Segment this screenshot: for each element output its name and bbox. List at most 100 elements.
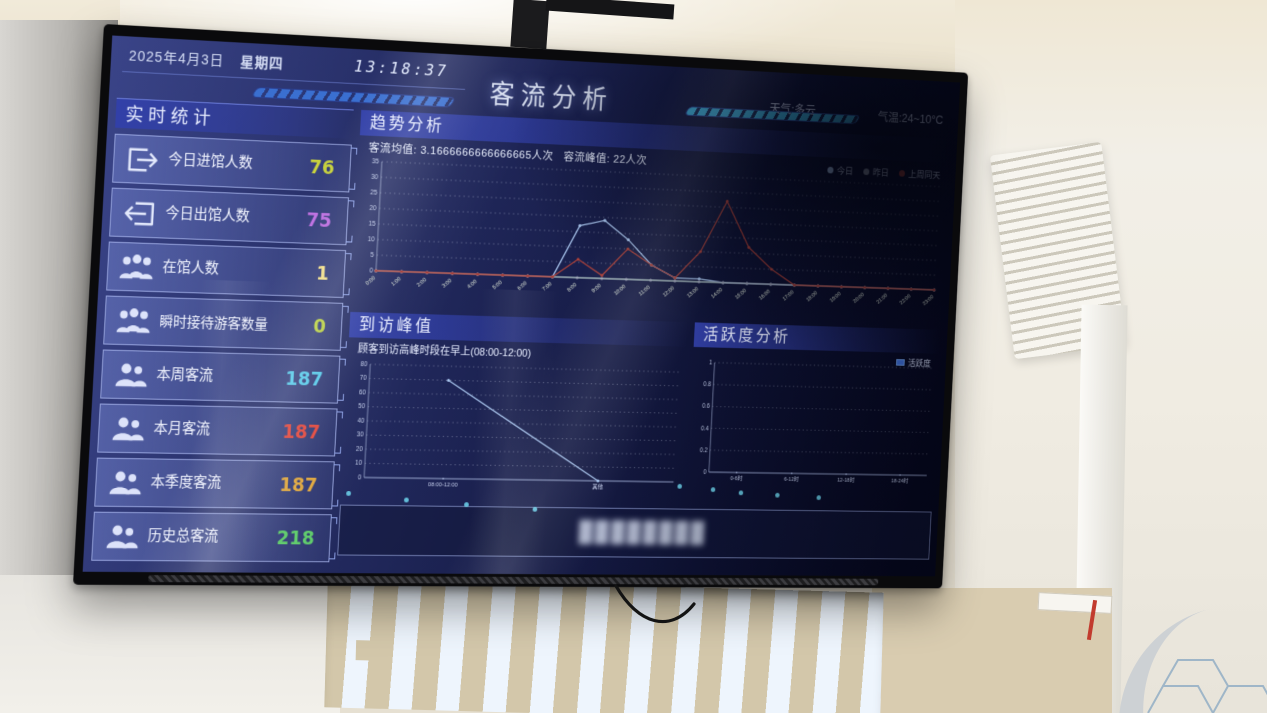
svg-text:1: 1 [709, 360, 713, 367]
activity-legend-label: 活跃度 [907, 358, 931, 369]
realtime-stats-panel: 实时统计 今日进馆人数 76 今日出馆人数 75 在馆人数 1 瞬时接待游客数量 0 本周客流 1… [91, 97, 354, 568]
people-pair-icon [104, 468, 147, 497]
svg-text:22:00: 22:00 [899, 294, 912, 307]
svg-text:6-12时: 6-12时 [784, 475, 799, 483]
left-wall-bottom [0, 575, 340, 713]
activity-analysis-panel: 活跃度分析 活跃度 0 0.2 0.4 0.6 0.8 1 0-6时 6-12时 12-18时 1… [686, 322, 941, 505]
legend-dot-icon [827, 166, 834, 174]
stat-row: 瞬时接待游客数量 0 [103, 295, 344, 351]
dashboard-screen: 2025年4月3日 星期四 13:18:37 客流分析 天气:多云 气温:24~… [82, 35, 961, 577]
svg-text:35: 35 [372, 158, 380, 165]
trend-legend-item: 今日 [827, 163, 853, 177]
hexagon-glass-panel [1128, 608, 1267, 713]
charts-column: 趋势分析 客流均值: 3.1666666666666665人次 容流峰值: 22… [337, 109, 951, 571]
svg-text:6:00: 6:00 [517, 281, 529, 292]
clock: 13:18:37 [353, 56, 449, 81]
svg-text:0: 0 [369, 268, 373, 275]
svg-text:5:00: 5:00 [492, 280, 504, 291]
svg-text:08:00-12:00: 08:00-12:00 [428, 482, 459, 488]
svg-text:12-18时: 12-18时 [837, 476, 855, 484]
svg-text:23:00: 23:00 [922, 294, 935, 307]
tv-cable [614, 584, 696, 624]
stat-label: 本季度客流 [150, 474, 222, 492]
stat-row: 今日出馆人数 75 [109, 187, 349, 246]
wall-outlet [1037, 592, 1113, 614]
stat-value: 76 [308, 155, 336, 179]
svg-text:30: 30 [371, 174, 379, 181]
stat-value: 75 [305, 208, 333, 232]
svg-text:1:00: 1:00 [391, 276, 403, 287]
svg-text:25: 25 [370, 190, 378, 197]
stat-row: 本月客流 187 [97, 403, 338, 457]
svg-text:0: 0 [358, 474, 362, 481]
stat-list: 今日进馆人数 76 今日出馆人数 75 在馆人数 1 瞬时接待游客数量 0 本周客流 187 本月客… [91, 133, 352, 568]
legend-label: 上周同天 [908, 169, 941, 182]
stat-value: 0 [312, 315, 327, 338]
people-pair-icon [110, 360, 153, 389]
peak-chart: 0 10 20 30 40 50 60 70 80 08:00-12:00 其他 [355, 361, 686, 491]
date-text: 2025年4月3日 [128, 47, 225, 69]
svg-text:18-24时: 18-24时 [891, 477, 909, 485]
people-group-icon [113, 306, 156, 335]
people-pair-icon [107, 414, 150, 443]
exit-door-icon [119, 198, 162, 227]
svg-text:80: 80 [360, 361, 368, 368]
enter-door-icon [122, 145, 165, 175]
segment-bar-left [250, 86, 457, 108]
svg-text:2:00: 2:00 [416, 277, 428, 288]
svg-text:0: 0 [703, 469, 707, 476]
activity-legend: 活跃度 [895, 356, 931, 369]
stat-value: 1 [315, 262, 330, 285]
peak-flow-label: 容流峰值: 22人次 [563, 151, 648, 167]
stat-label: 在馆人数 [162, 259, 220, 278]
svg-text:20: 20 [356, 446, 364, 453]
svg-text:3:00: 3:00 [441, 278, 453, 289]
stat-value: 187 [278, 473, 318, 496]
trend-chart: 0 5 10 15 20 25 30 35 0:00 1:00 2:00 3:00 4:00 5:00 6:… [365, 158, 948, 307]
weekday-text: 星期四 [239, 53, 284, 72]
main-layout: 实时统计 今日进馆人数 76 今日出馆人数 75 在馆人数 1 瞬时接待游客数量 0 本周客流 1… [91, 97, 951, 571]
slat-crossbar [355, 640, 381, 661]
trend-legend-item: 上周同天 [898, 166, 941, 182]
svg-text:70: 70 [360, 375, 368, 382]
realtime-stats-title: 实时统计 [115, 97, 354, 139]
svg-text:10: 10 [355, 460, 363, 467]
svg-text:0.8: 0.8 [704, 381, 712, 388]
people-pair-icon [101, 522, 144, 550]
visit-peak-panel: 到访峰值 顾客到访高峰时段在早上(08:00-12:00) 0 10 20 30 40 5… [340, 311, 690, 502]
legend-dot-icon [898, 169, 906, 177]
trend-legend-item: 昨日 [863, 165, 889, 179]
svg-text:0.4: 0.4 [701, 425, 709, 432]
legend-dot-icon [863, 167, 870, 175]
temperature-label: 气温:24~10°C [877, 110, 944, 127]
svg-text:16:00: 16:00 [758, 289, 771, 302]
svg-text:40: 40 [357, 418, 365, 425]
svg-text:0.6: 0.6 [702, 403, 710, 410]
svg-text:0.2: 0.2 [700, 447, 708, 454]
tv-mount-pole [510, 0, 550, 50]
stat-label: 瞬时接待游客数量 [159, 313, 269, 333]
svg-text:12:00: 12:00 [662, 286, 675, 299]
stat-row: 本周客流 187 [100, 349, 341, 404]
svg-text:15: 15 [368, 221, 376, 228]
svg-text:60: 60 [359, 389, 367, 396]
middle-row: 到访峰值 顾客到访高峰时段在早上(08:00-12:00) 0 10 20 30 40 5… [340, 311, 941, 505]
svg-text:5: 5 [370, 252, 374, 259]
svg-text:30: 30 [357, 432, 365, 439]
date-weekday: 2025年4月3日 星期四 [128, 45, 284, 73]
stat-label: 今日出馆人数 [164, 205, 251, 226]
footer-bar: ████████ [337, 504, 932, 560]
stat-row: 本季度客流 187 [94, 457, 335, 510]
stat-value: 187 [284, 367, 324, 391]
svg-text:11:00: 11:00 [638, 285, 651, 298]
stat-label: 本周客流 [156, 366, 214, 385]
stat-label: 历史总客流 [147, 528, 219, 545]
stat-label: 今日进馆人数 [167, 152, 253, 172]
activity-legend-swatch [895, 359, 905, 366]
people-group-icon [116, 252, 159, 281]
svg-text:0:00: 0:00 [365, 276, 377, 287]
svg-text:50: 50 [358, 404, 366, 411]
svg-text:18:00: 18:00 [806, 291, 819, 304]
svg-text:15:00: 15:00 [734, 288, 747, 301]
